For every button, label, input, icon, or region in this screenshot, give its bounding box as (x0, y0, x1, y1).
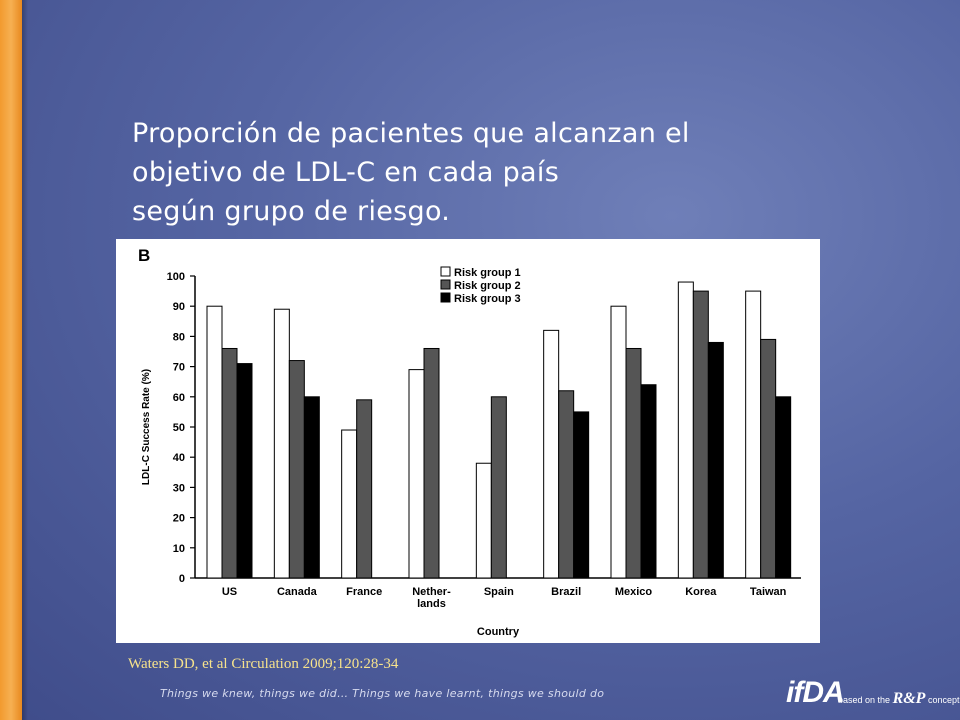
legend-label: Risk group 1 (454, 267, 521, 279)
x-tick-label: Nether-lands (412, 586, 451, 610)
y-tick-label: 10 (173, 543, 185, 555)
y-tick-label: 20 (173, 513, 185, 525)
bar (206, 305, 223, 579)
bar (423, 347, 440, 579)
bar (303, 396, 320, 579)
chart-panel: B 0 10 20 30 40 50 60 70 80 90 100 LDL-C Success Rat… (116, 239, 820, 643)
x-tick-label: Spain (484, 586, 514, 598)
y-tick-label: 100 (167, 271, 185, 283)
bar (745, 290, 762, 579)
left-accent-bar (0, 0, 22, 720)
citation: Waters DD, et al Circulation 2009;120:28… (128, 656, 399, 672)
bar (707, 341, 724, 579)
logo-concept: concept (927, 695, 960, 705)
slide-title-line-3: según grupo de riesgo. (132, 196, 451, 227)
y-tick-label: 70 (173, 362, 185, 374)
bar (273, 308, 290, 579)
footer-tagline: Things we knew, things we did… Things we… (160, 687, 605, 700)
bar (573, 411, 590, 579)
bar (475, 462, 492, 579)
y-tick-label: 30 (173, 482, 185, 494)
bar (236, 363, 253, 579)
logo-based-on: based on the (838, 695, 891, 705)
legend-swatch (440, 279, 451, 290)
panel-label: B (138, 246, 150, 265)
y-tick-label: 50 (173, 422, 185, 434)
legend-label: Risk group 3 (454, 293, 521, 305)
y-tick-label: 90 (173, 301, 185, 313)
bar (543, 329, 560, 579)
slide-title: Proporción de pacientes que alcanzan el … (132, 114, 852, 231)
x-tick-label: Korea (685, 586, 717, 598)
x-tick-label: Brazil (551, 586, 581, 598)
slide-title-line-1: Proporción de pacientes que alcanzan el (132, 118, 690, 149)
bar (760, 338, 777, 579)
y-tick-label: 60 (173, 392, 185, 404)
bar (341, 429, 358, 579)
x-axis-label: Country (477, 626, 520, 638)
bar (625, 347, 642, 579)
bar (640, 384, 657, 579)
y-tick-label: 0 (179, 573, 185, 585)
bar (221, 347, 238, 579)
y-tick-label: 80 (173, 331, 185, 343)
legend-label: Risk group 2 (454, 280, 521, 292)
y-axis-label: LDL-C Success Rate (%) (141, 369, 152, 485)
logo-mark: R&P (892, 690, 926, 707)
bar (490, 396, 507, 579)
ifda-logo: ifDA based on the R&P concept (786, 668, 960, 716)
bar (610, 305, 627, 579)
x-tick-label: Mexico (615, 586, 653, 598)
x-tick-label: Taiwan (750, 586, 787, 598)
logo-main-text: ifDA (786, 676, 845, 709)
y-tick-label: 40 (173, 452, 185, 464)
logo-subtext: based on the R&P concept (838, 690, 960, 708)
left-accent-shadow (22, 0, 28, 720)
x-tick-label: US (222, 586, 237, 598)
legend-swatch (440, 292, 451, 303)
bar (408, 369, 425, 579)
bar (692, 290, 709, 579)
bar (775, 396, 792, 579)
bar (288, 360, 305, 579)
bar (677, 281, 694, 579)
x-tick-label: Canada (277, 586, 318, 598)
bar (356, 399, 373, 579)
bar-chart: B 0 10 20 30 40 50 60 70 80 90 100 LDL-C Success Rat… (138, 246, 801, 638)
x-tick-label: France (346, 586, 382, 598)
legend-swatch (440, 266, 451, 277)
bar (558, 390, 575, 579)
slide-title-line-2: objetivo de LDL-C en cada país (132, 157, 560, 188)
